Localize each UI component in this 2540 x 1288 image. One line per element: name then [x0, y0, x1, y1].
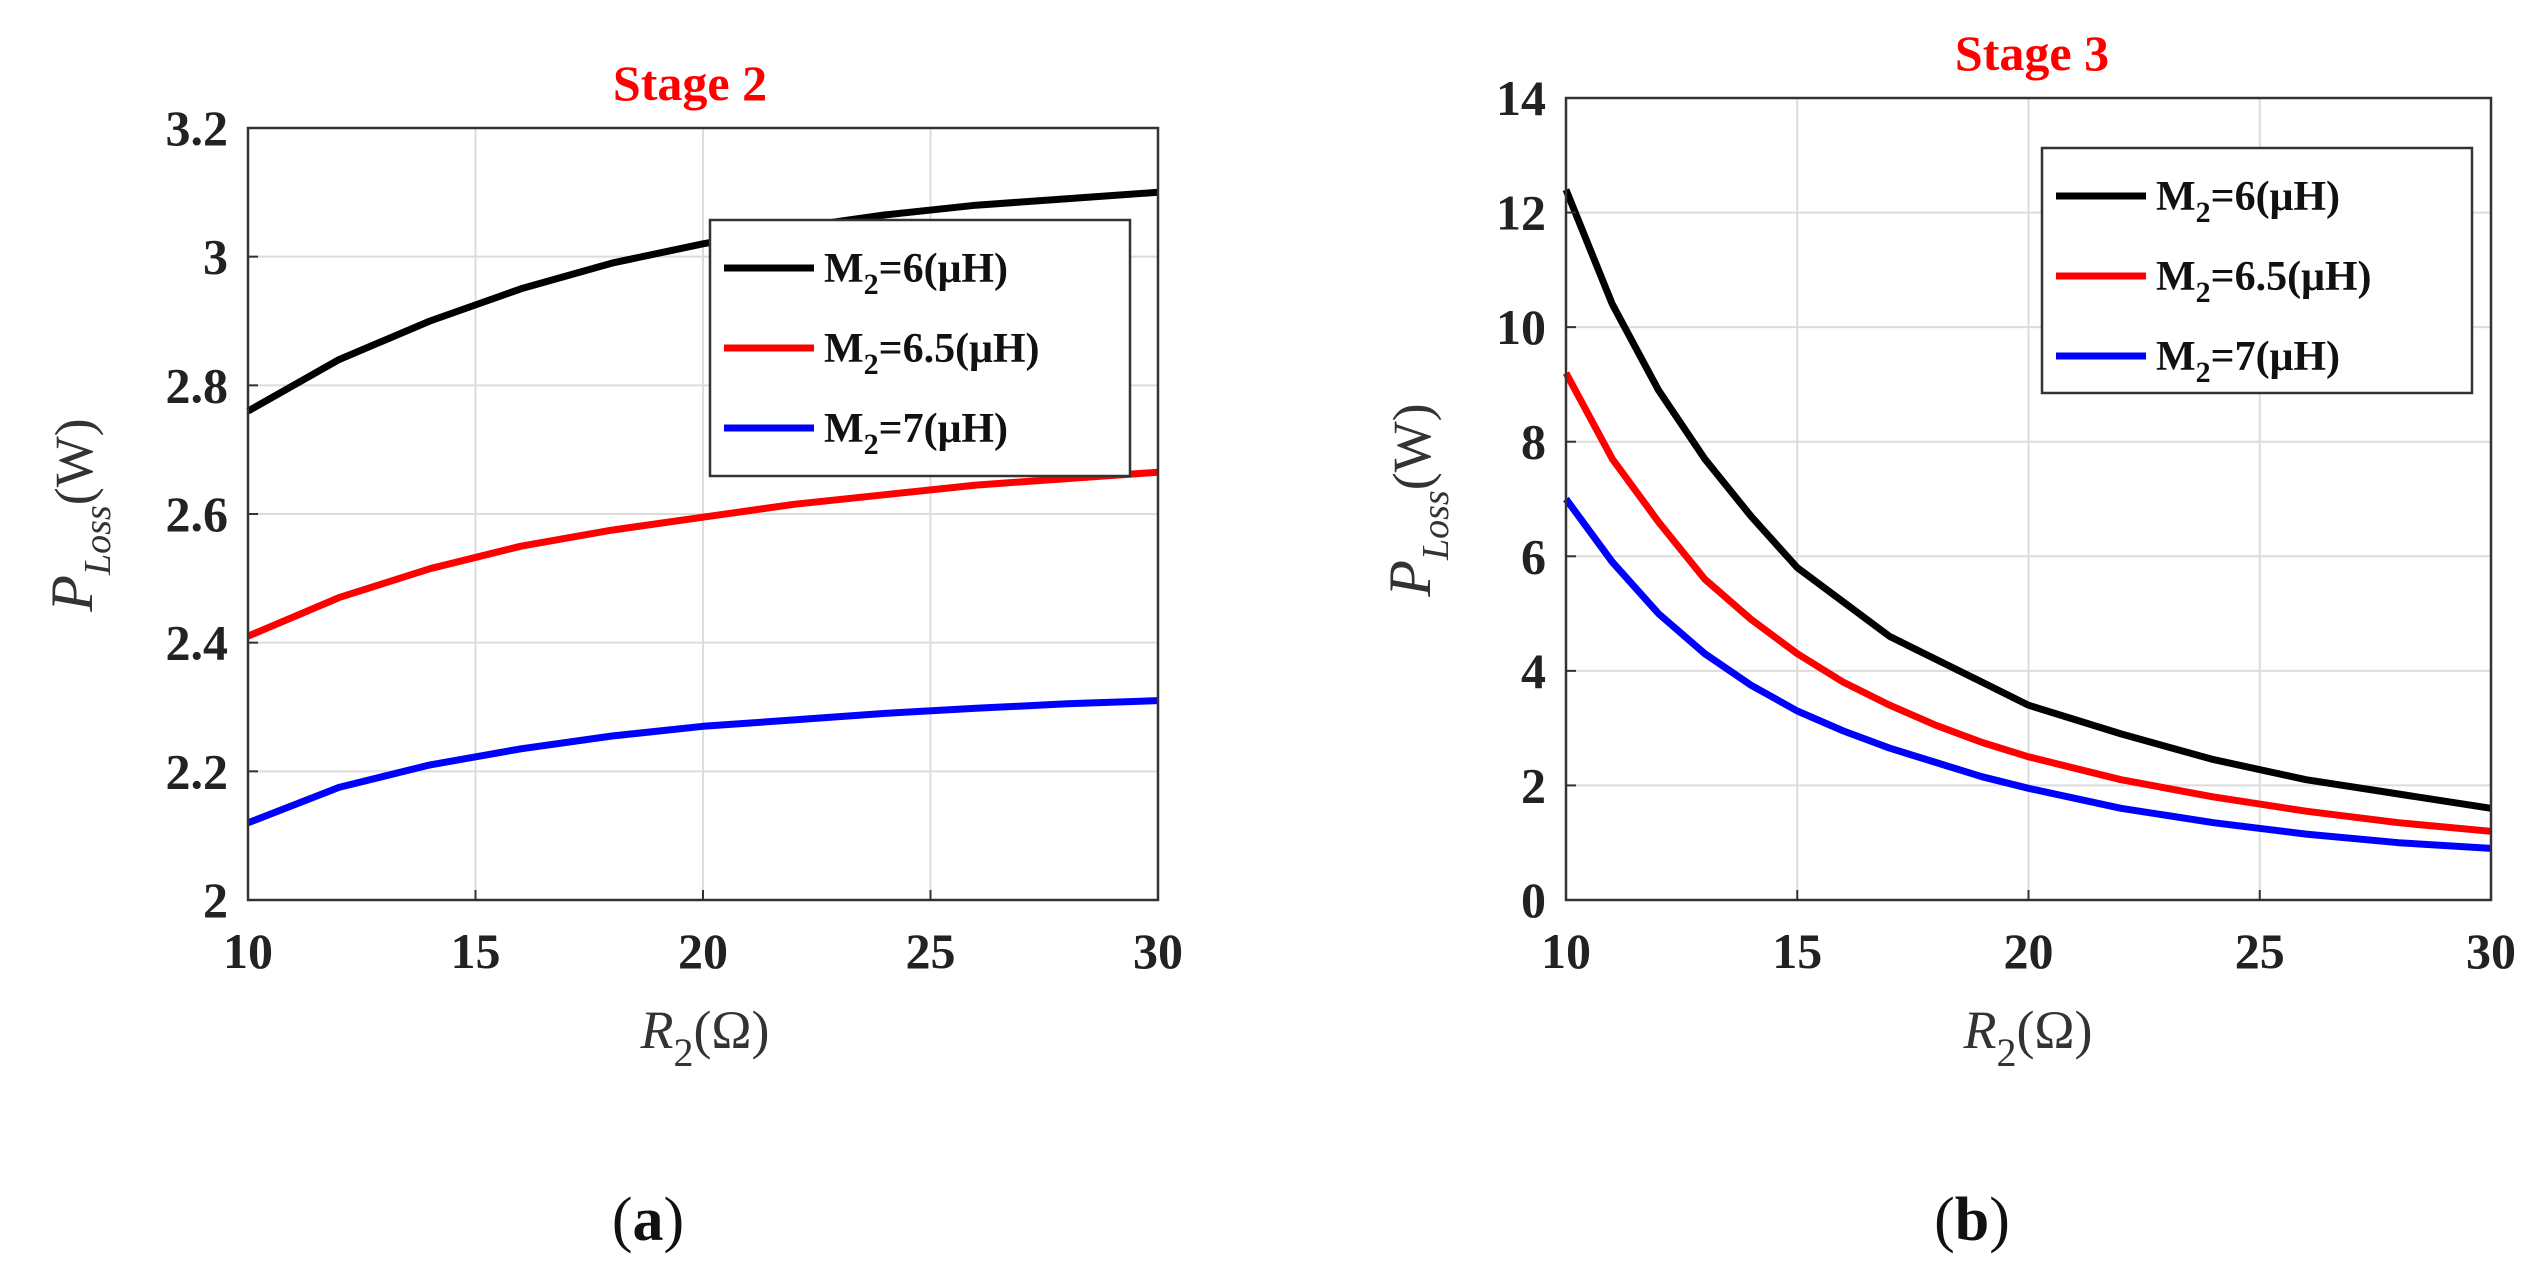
- y-tick-label: 2.6: [166, 486, 229, 542]
- series-line-m2-6: [246, 188, 1159, 415]
- x-axis-label-sub: 2: [1996, 1030, 2016, 1075]
- y-tick-label: 14: [1496, 70, 1546, 126]
- legend-entry-m2-6.5: M2=6.5(μH): [2156, 254, 2372, 309]
- y-axis-label: PLoss(W): [39, 418, 119, 612]
- legend-box: [2040, 146, 2474, 395]
- legend-entry-sub: 2: [2196, 196, 2211, 229]
- legend-entry-prefix: M: [2156, 254, 2196, 300]
- y-tick-label: 3: [203, 229, 228, 285]
- x-tick-label: 20: [678, 923, 728, 979]
- x-axis-label-main: R: [1962, 1000, 1996, 1060]
- x-tick-label: 10: [223, 923, 273, 979]
- x-tick-label: 25: [2235, 923, 2285, 979]
- y-tick-label: 2.8: [166, 357, 229, 413]
- x-tick-label: 30: [1133, 923, 1183, 979]
- y-tick-label: 3.2: [166, 100, 229, 156]
- legend-entry-m2-6.5: M2=6.5(μH): [824, 326, 1040, 381]
- y-axis-label-main: P: [1377, 560, 1443, 598]
- x-tick-label: 15: [1772, 923, 1822, 979]
- y-axis-label: PLoss(W): [1377, 403, 1457, 597]
- series-line-m2-6.5: [1562, 371, 2492, 835]
- legend: M2=6(μH)M2=6.5(μH)M2=7(μH): [2040, 146, 2474, 395]
- y-tick-label: 4: [1521, 643, 1546, 699]
- y-axis-label-unit: (W): [44, 418, 104, 505]
- chart-title: Stage 2: [613, 55, 767, 111]
- legend-entry-prefix: M: [824, 406, 864, 452]
- x-axis-label: R2(Ω): [1962, 1000, 2092, 1075]
- y-tick-label: 8: [1521, 414, 1546, 470]
- legend-entry-prefix: M: [2156, 334, 2196, 380]
- x-axis-label: R2(Ω): [639, 1000, 769, 1075]
- series-line-m2-7: [1563, 496, 2492, 852]
- legend-entry-suffix: =6(μH): [2211, 174, 2340, 220]
- series-line-m2-7: [246, 697, 1159, 827]
- y-tick-label: 2.2: [166, 743, 229, 799]
- legend-entry-prefix: M: [824, 246, 864, 292]
- legend-entry-sub: 2: [864, 428, 879, 461]
- caption-letter: a: [633, 1186, 664, 1254]
- x-tick-label: 20: [2004, 923, 2054, 979]
- legend-entry-sub: 2: [2196, 276, 2211, 309]
- x-axis-label-sub: 2: [673, 1030, 693, 1075]
- legend-entry-m2-6: M2=6(μH): [2156, 174, 2340, 229]
- caption-letter: b: [1955, 1186, 1989, 1254]
- series-line-m2-6.5: [246, 468, 1159, 640]
- caption-close-paren: ): [664, 1186, 685, 1254]
- y-axis-label-unit: (W): [1382, 403, 1442, 490]
- legend-entry-suffix: =6.5(μH): [2211, 254, 2372, 300]
- y-tick-label: 6: [1521, 528, 1546, 584]
- legend-entry-suffix: =7(μH): [2211, 334, 2340, 380]
- y-tick-label: 10: [1496, 299, 1546, 355]
- legend-entry-prefix: M: [2156, 174, 2196, 220]
- panel-caption: (a): [612, 1186, 684, 1254]
- y-axis-label-sub: Loss: [77, 505, 119, 576]
- y-tick-label: 12: [1496, 185, 1546, 241]
- caption-open-paren: (: [612, 1186, 633, 1254]
- caption-open-paren: (: [1934, 1186, 1955, 1254]
- legend-entry-m2-7: M2=7(μH): [2156, 334, 2340, 389]
- legend-entry-suffix: =6.5(μH): [879, 326, 1040, 372]
- legend-entry-suffix: =7(μH): [879, 406, 1008, 452]
- series-line-m2-6: [1562, 188, 2492, 812]
- x-tick-label: 25: [906, 923, 956, 979]
- legend-entry-sub: 2: [2196, 356, 2211, 389]
- x-axis-label-main: R: [639, 1000, 673, 1060]
- legend-entry-sub: 2: [864, 268, 879, 301]
- legend-entry-m2-6: M2=6(μH): [824, 246, 1008, 301]
- legend-entry-suffix: =6(μH): [879, 246, 1008, 292]
- x-axis-label-unit: (Ω): [693, 1000, 769, 1060]
- caption-close-paren: ): [1989, 1186, 2010, 1254]
- x-axis-label-unit: (Ω): [2016, 1000, 2092, 1060]
- y-tick-label: 2.4: [166, 615, 229, 671]
- legend: M2=6(μH)M2=6.5(μH)M2=7(μH): [708, 218, 1132, 478]
- y-axis-label-sub: Loss: [1415, 490, 1457, 561]
- chart-title: Stage 3: [1955, 25, 2109, 81]
- legend-entry-prefix: M: [824, 326, 864, 372]
- y-tick-label: 2: [203, 872, 228, 928]
- y-axis-label-main: P: [39, 575, 105, 613]
- x-tick-label: 15: [451, 923, 501, 979]
- legend-entry-m2-7: M2=7(μH): [824, 406, 1008, 461]
- y-tick-label: 2: [1521, 757, 1546, 813]
- x-tick-label: 10: [1541, 923, 1591, 979]
- x-tick-label: 30: [2466, 923, 2516, 979]
- legend-entry-sub: 2: [864, 348, 879, 381]
- panel-caption: (b): [1934, 1186, 2010, 1254]
- y-tick-label: 0: [1521, 872, 1546, 928]
